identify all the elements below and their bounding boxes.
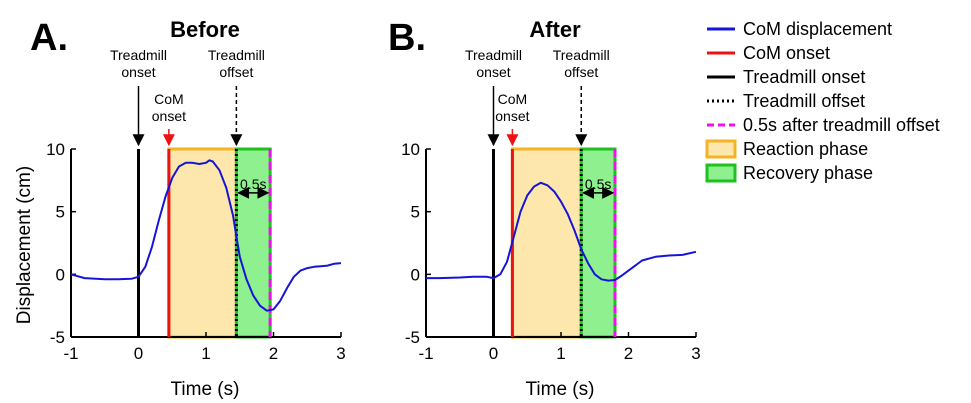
panel-a-xtick-label: 1 — [201, 344, 210, 363]
panel-b-title: After — [529, 17, 581, 42]
panel-a-interval-label: 0.5s — [240, 176, 266, 192]
panel-b-xtick-label: -1 — [418, 344, 433, 363]
panel-b-interval-label: 0.5s — [585, 176, 611, 192]
panel-a-ytick-label: -5 — [50, 328, 65, 347]
legend-label-treadmill-offset: Treadmill offset — [743, 91, 865, 111]
panel-a-plot: -1 0 1 2 3 -5 0 5 10 0.5s Treadmill onset CoM onset Tr… — [46, 47, 346, 363]
panel-b-reaction-phase — [510, 147, 583, 339]
panel-a-treadmill-offset-annotation: Treadmill offset — [208, 47, 265, 80]
panel-a: A. Before Time (s) Displacement (cm) -1 0… — [14, 17, 346, 400]
panel-a-xtick-label: 0 — [134, 344, 143, 363]
panel-b-ytick-label: 5 — [411, 203, 420, 222]
panel-b-treadmill-onset-annotation: Treadmill onset — [465, 47, 522, 80]
panel-b-recovery-phase — [579, 147, 617, 339]
panel-b-ytick-label: -5 — [405, 328, 420, 347]
panel-a-xtick-label: 3 — [336, 344, 345, 363]
legend-label-treadmill-onset: Treadmill onset — [743, 67, 865, 87]
panel-b-xtick-label: 0 — [489, 344, 498, 363]
panel-a-treadmill-onset-annotation: Treadmill onset — [110, 47, 167, 80]
panel-a-xtick-label: -1 — [63, 344, 78, 363]
panel-b: B. After Time (s) -1 0 1 2 3 -5 0 5 10 0.5s Treadm… — [388, 17, 701, 400]
panel-a-reaction-phase — [167, 147, 238, 339]
panel-b-treadmill-offset-annotation: Treadmill offset — [553, 47, 610, 80]
panel-a-xtick-label: 2 — [269, 344, 278, 363]
panel-a-title: Before — [170, 17, 240, 42]
legend-label-recovery-phase: Recovery phase — [743, 163, 873, 183]
legend-swatch-recovery-phase — [705, 163, 737, 183]
legend-swatch-reaction-phase — [705, 139, 737, 159]
panel-a-ytick-label: 5 — [56, 203, 65, 222]
panel-b-xtick-label: 1 — [556, 344, 565, 363]
panel-b-label: B. — [388, 17, 426, 59]
panel-a-xlabel: Time (s) — [171, 379, 240, 400]
panel-a-ylabel: Displacement (cm) — [14, 166, 35, 324]
panel-a-ytick-label: 0 — [56, 265, 65, 284]
panel-b-xtick-label: 3 — [691, 344, 700, 363]
legend-label-0-5s-after-treadmill-offset: 0.5s after treadmill offset — [743, 115, 940, 135]
panel-b-plot: -1 0 1 2 3 -5 0 5 10 0.5s Treadmill onset CoM onset Tr… — [401, 47, 701, 363]
legend: CoM displacement CoM onset Treadmill onset… — [705, 19, 940, 183]
panel-b-xlabel: Time (s) — [526, 379, 595, 400]
legend-label-reaction-phase: Reaction phase — [743, 139, 868, 159]
legend-label-com-displacement: CoM displacement — [743, 19, 892, 39]
legend-label-com-onset: CoM onset — [743, 43, 830, 63]
panel-a-com-displacement-line — [70, 159, 342, 312]
panel-b-xtick-label: 2 — [624, 344, 633, 363]
panel-b-ytick-label: 10 — [401, 140, 420, 159]
panel-b-com-displacement-line — [426, 181, 697, 282]
panel-a-label: A. — [30, 17, 68, 59]
panel-b-ytick-label: 0 — [411, 265, 420, 284]
panel-a-com-onset-annotation: CoM onset — [152, 91, 186, 124]
panel-a-ytick-label: 10 — [46, 140, 65, 159]
panel-b-com-onset-annotation: CoM onset — [495, 91, 529, 124]
